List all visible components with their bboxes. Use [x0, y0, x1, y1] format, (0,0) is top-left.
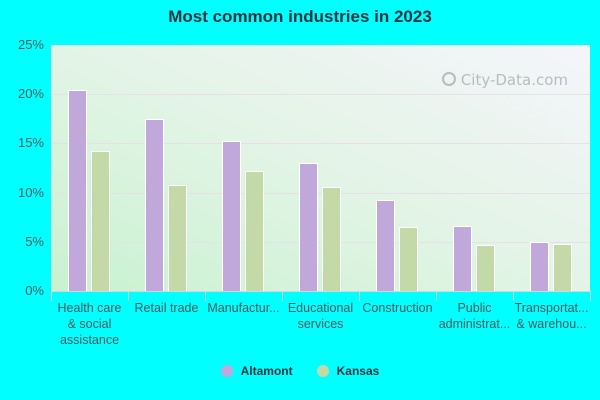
- x-axis-line: [51, 291, 590, 292]
- x-tick-label: Transportat... & warehou...: [514, 301, 589, 331]
- chart-title: Most common industries in 2023: [168, 7, 432, 26]
- bar-kansas[interactable]: [168, 184, 187, 291]
- bar-kansas[interactable]: [322, 186, 341, 291]
- gridline: [51, 241, 590, 243]
- bar-kansas[interactable]: [91, 151, 110, 291]
- y-tick-label: 0%: [25, 283, 44, 298]
- x-tick: [282, 291, 283, 301]
- watermark: City-Data.com: [441, 71, 568, 89]
- legend: Altamont Kansas: [0, 364, 600, 378]
- legend-item-altamont[interactable]: Altamont: [220, 364, 293, 378]
- legend-swatch-icon: [220, 365, 233, 377]
- bar-altamont[interactable]: [453, 226, 472, 291]
- legend-label: Altamont: [240, 364, 293, 378]
- bar-altamont[interactable]: [530, 241, 549, 291]
- x-tick: [513, 291, 514, 301]
- bar-kansas[interactable]: [399, 227, 418, 291]
- bar-altamont[interactable]: [68, 90, 87, 291]
- x-tick-label: Retail trade: [134, 301, 199, 315]
- bar-kansas[interactable]: [553, 243, 572, 291]
- x-tick-label: Educational services: [287, 301, 354, 331]
- x-tick-label: Public administrat...: [438, 301, 511, 331]
- gridline: [51, 94, 590, 96]
- plot-area: City-Data.com: [51, 45, 590, 291]
- x-tick: [128, 291, 129, 301]
- bar-altamont[interactable]: [222, 141, 241, 291]
- bar-altamont[interactable]: [299, 163, 318, 291]
- y-tick-label: 25%: [17, 37, 44, 52]
- y-tick-label: 5%: [25, 233, 44, 249]
- x-tick: [359, 291, 360, 301]
- gridline: [51, 192, 590, 194]
- x-tick: [436, 291, 437, 301]
- bar-altamont[interactable]: [145, 118, 164, 291]
- legend-item-kansas[interactable]: Kansas: [316, 364, 380, 378]
- bar-altamont[interactable]: [376, 200, 395, 291]
- bar-kansas[interactable]: [476, 244, 495, 291]
- watermark-text: City-Data.com: [460, 71, 568, 89]
- x-tick-label: Health care & social assistance: [57, 301, 122, 347]
- y-tick-label: 20%: [17, 86, 44, 102]
- magnifier-icon: [441, 72, 456, 86]
- x-tick-label: Manufactur...: [207, 301, 280, 315]
- y-tick-label: 10%: [17, 184, 44, 200]
- gridline: [51, 143, 590, 145]
- x-tick: [51, 291, 52, 301]
- legend-swatch-icon: [316, 365, 329, 377]
- bar-kansas[interactable]: [245, 170, 264, 291]
- legend-label: Kansas: [336, 364, 380, 378]
- y-tick-label: 15%: [17, 135, 44, 151]
- x-tick: [205, 291, 206, 301]
- x-tick-label: Construction: [362, 301, 433, 315]
- x-tick: [590, 291, 591, 301]
